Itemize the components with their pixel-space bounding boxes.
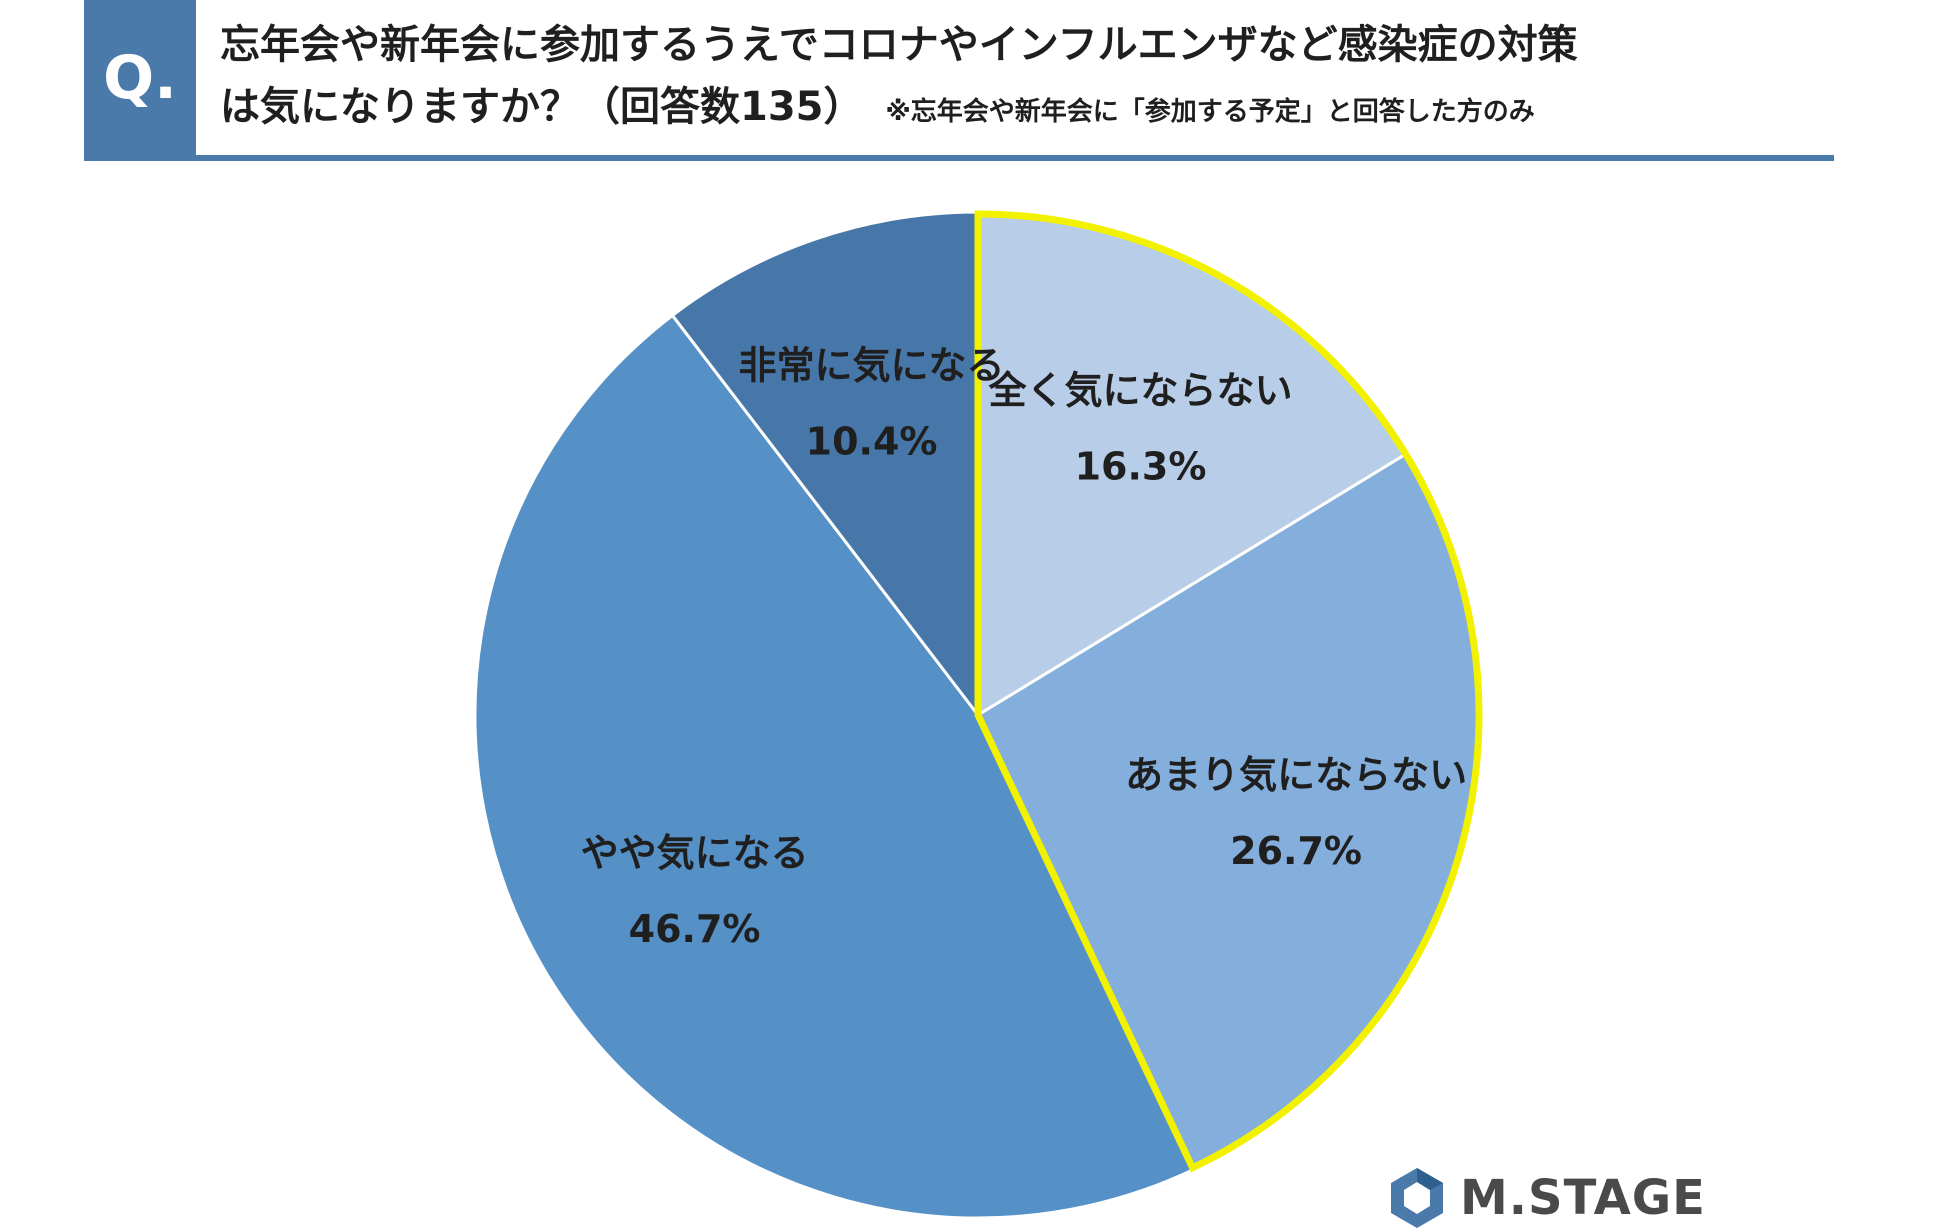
chart-header: Q. 忘年会や新年会に参加するうえでコロナやインフルエンザなど感染症の対策 は気… <box>84 0 1834 161</box>
pie-slice-3 <box>473 313 1196 1220</box>
pie-slice-4 <box>670 210 980 720</box>
pie-slice-value-3: 46.7% <box>629 907 761 951</box>
hexagon-logo-icon <box>1391 1168 1443 1228</box>
pie-slice-value-2: 26.7% <box>1230 829 1362 873</box>
pie-slice-label-2: あまり気にならない <box>1125 753 1467 797</box>
pie-slices <box>473 210 1483 1220</box>
respondent-note: ※忘年会や新年会に「参加する予定」と回答した方のみ <box>885 97 1535 127</box>
highlight-outline <box>974 210 1483 1173</box>
title-line-2-wrap: は気になりますか？（回答数135） ※忘年会や新年会に「参加する予定」と回答した方… <box>220 76 1830 143</box>
pie-slice-value-1: 16.3% <box>1075 445 1207 489</box>
question-badge: Q. <box>84 0 196 155</box>
pie-slice-value-4: 10.4% <box>806 420 938 464</box>
title-line-2: は気になりますか？（回答数135） <box>220 84 864 130</box>
title-line-1: 忘年会や新年会に参加するうえでコロナやインフルエンザなど感染症の対策 <box>220 22 1578 68</box>
brand-logo: M.STAGE <box>1388 1166 1706 1230</box>
logo-text: M.STAGE <box>1460 1170 1706 1226</box>
question-badge-label: Q. <box>103 42 177 113</box>
pie-slice-label-4: 非常に気になる <box>739 344 1005 388</box>
chart-title: 忘年会や新年会に参加するうえでコロナやインフルエンザなど感染症の対策 は気になり… <box>220 14 1830 143</box>
pie-slice-label-1: 全く気にならない <box>988 369 1293 413</box>
pie-slice-label-3: やや気になる <box>581 831 809 875</box>
pie-labels: 全く気にならない 16.3% あまり気にならない 26.7% やや気になる 46.7% 非常… <box>581 344 1468 951</box>
header-underline <box>84 155 1834 161</box>
